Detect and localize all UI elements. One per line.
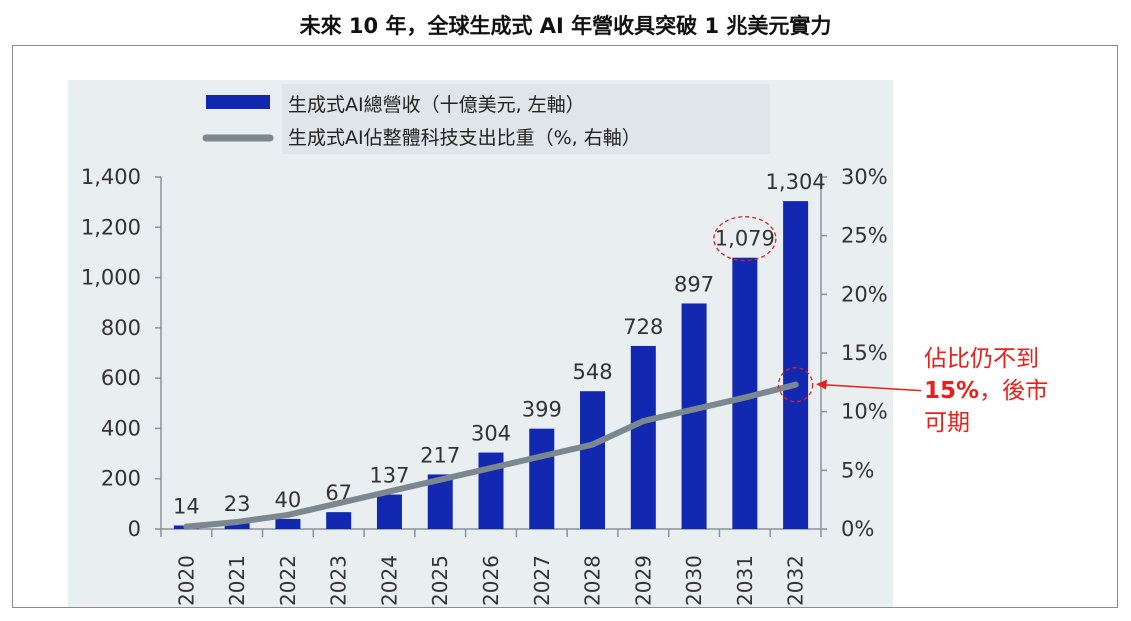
- bar-value-label: 40: [275, 488, 302, 512]
- right-axis-tick-label: 10%: [841, 400, 888, 424]
- x-axis-tick-label: 2021: [225, 555, 249, 606]
- x-axis-tick-label: 2031: [733, 555, 757, 606]
- share-line-point: [589, 441, 596, 448]
- x-axis-tick-label: 2026: [479, 555, 503, 606]
- left-axis-tick-label: 200: [101, 467, 141, 491]
- bar: [580, 391, 606, 529]
- bar-value-label: 897: [674, 272, 714, 296]
- annotation-text: 佔比仍不到 15%，後市 可期: [924, 343, 1104, 439]
- x-axis-tick-label: 2030: [682, 555, 706, 606]
- share-line-point: [183, 523, 190, 530]
- right-axis-tick-label: 30%: [841, 165, 888, 189]
- bar: [630, 345, 656, 529]
- bar: [376, 494, 402, 529]
- legend-label-revenue: 生成式AI總營收（十億美元, 左軸）: [288, 94, 585, 116]
- legend-label-share: 生成式AI佔整體科技支出比重（%, 右軸）: [288, 127, 641, 149]
- share-line-point: [284, 511, 291, 518]
- x-axis-tick-label: 2032: [784, 555, 808, 606]
- bar: [224, 523, 250, 529]
- bar-value-label: 217: [420, 443, 460, 467]
- share-line-point: [335, 500, 342, 507]
- annotation-arrow-line: [821, 383, 922, 392]
- bar: [529, 428, 555, 529]
- bar-value-label: 728: [623, 315, 663, 339]
- bar-value-label: 137: [369, 464, 409, 488]
- right-axis-tick-label: 5%: [841, 458, 874, 482]
- highlight-circle-2032: [777, 367, 814, 403]
- chart: 生成式AI總營收（十億美元, 左軸） 生成式AI佔整體科技支出比重（%, 右軸） 0…: [68, 80, 922, 607]
- share-line-point: [234, 518, 241, 525]
- right-axis-tick-label: 15%: [841, 341, 888, 365]
- x-axis-tick-label: 2020: [174, 555, 198, 606]
- x-axis-tick-label: 2027: [530, 555, 554, 606]
- share-line-point: [640, 418, 647, 425]
- share-line-point: [437, 476, 444, 483]
- left-axis-tick-label: 0: [128, 517, 141, 541]
- x-axis-tick-label: 2022: [276, 555, 300, 606]
- annotation-line2: 15%，後市: [924, 375, 1104, 407]
- share-line-point: [386, 488, 393, 495]
- x-axis-tick-label: 2024: [377, 555, 401, 606]
- bar-value-label: 23: [224, 492, 251, 516]
- annotation-line1: 佔比仍不到: [924, 346, 1039, 372]
- legend-box: [282, 84, 770, 154]
- bar: [275, 518, 301, 529]
- left-axis-tick-label: 1,200: [81, 215, 141, 239]
- bar-value-label: 14: [173, 494, 200, 518]
- annotation-line2-rest: ，後市: [979, 378, 1049, 404]
- share-line-point: [741, 394, 748, 401]
- chart-frame: 生成式AI總營收（十億美元, 左軸） 生成式AI佔整體科技支出比重（%, 右軸） 0…: [12, 45, 1118, 608]
- bar-value-label: 399: [522, 398, 562, 422]
- bar-value-label: 304: [471, 422, 511, 446]
- annotation-percent: 15%: [924, 378, 980, 404]
- share-line-point: [488, 464, 494, 471]
- left-axis-tick-label: 600: [101, 366, 141, 390]
- x-axis-tick-label: 2023: [327, 555, 351, 606]
- annotation-arrow-head: [816, 379, 827, 390]
- share-line-point: [691, 406, 698, 413]
- right-axis-tick-label: 20%: [841, 282, 888, 306]
- bar: [326, 512, 352, 529]
- left-axis-tick-label: 1,000: [81, 266, 141, 290]
- page-title: 未來 10 年，全球生成式 AI 年營收具突破 1 兆美元實力: [299, 14, 832, 38]
- legend-swatch-bar: [206, 95, 270, 109]
- bar: [681, 303, 707, 529]
- share-line-point: [792, 381, 799, 388]
- right-axis-tick-label: 0%: [841, 517, 874, 541]
- x-axis-tick-label: 2029: [631, 555, 655, 606]
- bar: [783, 201, 809, 529]
- left-axis-tick-label: 800: [101, 316, 141, 340]
- right-axis-tick-label: 25%: [841, 224, 888, 248]
- annotation-line3: 可期: [924, 410, 970, 436]
- x-axis-tick-label: 2025: [428, 555, 452, 606]
- x-axis-tick-label: 2028: [581, 555, 605, 606]
- left-axis-tick-label: 1,400: [81, 165, 141, 189]
- left-axis-tick-label: 400: [101, 416, 141, 440]
- bar-value-label: 1,079: [715, 227, 775, 251]
- bar-value-label: 548: [572, 360, 612, 384]
- bar-value-label: 1,304: [766, 170, 826, 194]
- highlight-circle-1079: [713, 216, 777, 262]
- share-line-point: [538, 453, 545, 460]
